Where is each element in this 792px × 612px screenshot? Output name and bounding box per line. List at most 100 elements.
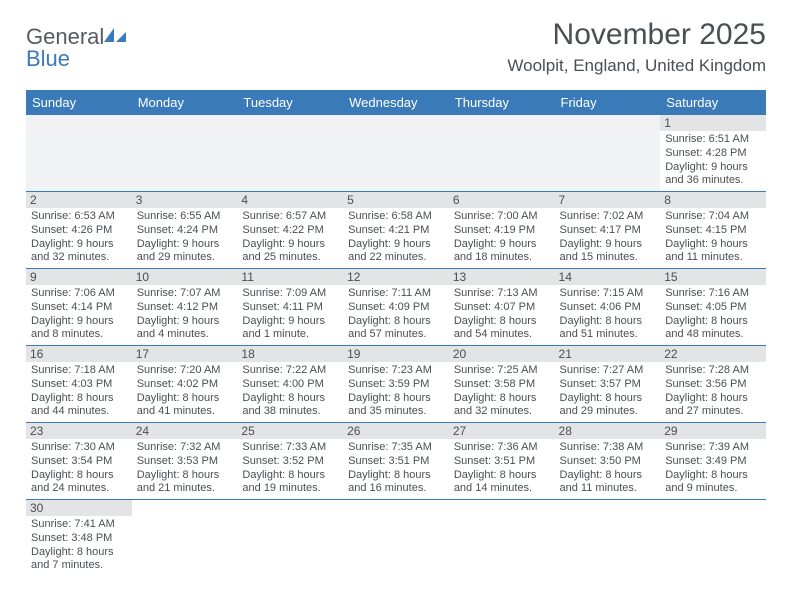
calendar-day: 8Sunrise: 7:04 AMSunset: 4:15 PMDaylight…: [660, 192, 766, 269]
logo-text: GeneralBlue: [26, 26, 128, 70]
location-text: Woolpit, England, United Kingdom: [507, 56, 766, 76]
day-number: 28: [555, 423, 661, 439]
calendar-day: 29 Sunrise: 7:39 AMSunset: 3:49 PMDayligh…: [660, 423, 766, 500]
calendar-empty: [660, 500, 766, 577]
calendar-head: SundayMondayTuesdayWednesdayThursdayFrid…: [26, 90, 766, 115]
calendar-day: 24 Sunrise: 7:32 AMSunset: 3:53 PMDayligh…: [132, 423, 238, 500]
calendar-day: 14 Sunrise: 7:15 AMSunset: 4:06 PMDayligh…: [555, 269, 661, 346]
calendar-day: 13 Sunrise: 7:13 AMSunset: 4:07 PMDayligh…: [449, 269, 555, 346]
day-info: Sunrise: 7:32 AMSunset: 3:53 PMDaylight:…: [137, 441, 233, 496]
calendar-empty: [26, 115, 132, 192]
calendar-day: 2Sunrise: 6:53 AMSunset: 4:26 PMDaylight…: [26, 192, 132, 269]
day-number: 14: [555, 269, 661, 285]
day-number: 13: [449, 269, 555, 285]
calendar-empty: [237, 500, 343, 577]
day-info: Sunrise: 7:04 AMSunset: 4:15 PMDaylight:…: [665, 210, 761, 265]
calendar-empty: [449, 500, 555, 577]
calendar-day: 5 Sunrise: 6:58 AMSunset: 4:21 PMDaylight…: [343, 192, 449, 269]
page-title: November 2025: [507, 18, 766, 52]
day-info: Sunrise: 7:15 AMSunset: 4:06 PMDaylight:…: [560, 287, 656, 342]
day-number: 1: [660, 115, 766, 131]
day-number: 4: [237, 192, 343, 208]
calendar-day: 10 Sunrise: 7:07 AMSunset: 4:12 PMDayligh…: [132, 269, 238, 346]
day-info: Sunrise: 7:27 AMSunset: 3:57 PMDaylight:…: [560, 364, 656, 419]
calendar-day: 20 Sunrise: 7:25 AMSunset: 3:58 PMDayligh…: [449, 346, 555, 423]
day-info: Sunrise: 7:18 AMSunset: 4:03 PMDaylight:…: [31, 364, 127, 419]
day-number: 18: [237, 346, 343, 362]
calendar-empty: [132, 115, 238, 192]
day-header: Monday: [132, 90, 238, 115]
title-block: November 2025 Woolpit, England, United K…: [507, 18, 766, 76]
calendar-week: 1 Sunrise: 6:51 AMSunset: 4:28 PMDaylight…: [26, 115, 766, 192]
day-info: Sunrise: 6:57 AMSunset: 4:22 PMDaylight:…: [242, 210, 338, 265]
day-info: Sunrise: 7:07 AMSunset: 4:12 PMDaylight:…: [137, 287, 233, 342]
day-info: Sunrise: 7:09 AMSunset: 4:11 PMDaylight:…: [242, 287, 338, 342]
day-number: 29: [660, 423, 766, 439]
calendar-day: 25Sunrise: 7:33 AMSunset: 3:52 PMDayligh…: [237, 423, 343, 500]
day-info: Sunrise: 6:51 AMSunset: 4:28 PMDaylight:…: [665, 133, 761, 188]
logo-word-2: Blue: [26, 46, 70, 71]
day-info: Sunrise: 6:58 AMSunset: 4:21 PMDaylight:…: [348, 210, 444, 265]
day-number: 24: [132, 423, 238, 439]
calendar-day: 17 Sunrise: 7:20 AMSunset: 4:02 PMDayligh…: [132, 346, 238, 423]
day-info: Sunrise: 7:41 AMSunset: 3:48 PMDaylight:…: [31, 518, 127, 573]
day-number: 25: [237, 423, 343, 439]
calendar-day: 7 Sunrise: 7:02 AMSunset: 4:17 PMDaylight…: [555, 192, 661, 269]
calendar-day: 12Sunrise: 7:11 AMSunset: 4:09 PMDayligh…: [343, 269, 449, 346]
day-number: 22: [660, 346, 766, 362]
day-info: Sunrise: 7:28 AMSunset: 3:56 PMDaylight:…: [665, 364, 761, 419]
calendar-empty: [449, 115, 555, 192]
day-info: Sunrise: 7:02 AMSunset: 4:17 PMDaylight:…: [560, 210, 656, 265]
day-header: Wednesday: [343, 90, 449, 115]
calendar-empty: [555, 115, 661, 192]
day-number: 10: [132, 269, 238, 285]
calendar-empty: [343, 500, 449, 577]
day-header-row: SundayMondayTuesdayWednesdayThursdayFrid…: [26, 90, 766, 115]
day-info: Sunrise: 7:36 AMSunset: 3:51 PMDaylight:…: [454, 441, 550, 496]
calendar-day: 28 Sunrise: 7:38 AMSunset: 3:50 PMDayligh…: [555, 423, 661, 500]
calendar-day: 15Sunrise: 7:16 AMSunset: 4:05 PMDayligh…: [660, 269, 766, 346]
day-info: Sunrise: 7:13 AMSunset: 4:07 PMDaylight:…: [454, 287, 550, 342]
day-number: 30: [26, 500, 132, 516]
day-info: Sunrise: 7:22 AMSunset: 4:00 PMDaylight:…: [242, 364, 338, 419]
calendar-week: 9Sunrise: 7:06 AMSunset: 4:14 PMDaylight…: [26, 269, 766, 346]
calendar-day: 11 Sunrise: 7:09 AMSunset: 4:11 PMDayligh…: [237, 269, 343, 346]
calendar-table: SundayMondayTuesdayWednesdayThursdayFrid…: [26, 90, 766, 576]
day-number: 12: [343, 269, 449, 285]
day-number: 7: [555, 192, 661, 208]
calendar-day: 21 Sunrise: 7:27 AMSunset: 3:57 PMDayligh…: [555, 346, 661, 423]
calendar-day: 22 Sunrise: 7:28 AMSunset: 3:56 PMDayligh…: [660, 346, 766, 423]
day-info: Sunrise: 7:00 AMSunset: 4:19 PMDaylight:…: [454, 210, 550, 265]
day-info: Sunrise: 7:20 AMSunset: 4:02 PMDaylight:…: [137, 364, 233, 419]
calendar-day: 9Sunrise: 7:06 AMSunset: 4:14 PMDaylight…: [26, 269, 132, 346]
day-number: 21: [555, 346, 661, 362]
day-info: Sunrise: 7:39 AMSunset: 3:49 PMDaylight:…: [665, 441, 761, 496]
calendar-week: 16Sunrise: 7:18 AMSunset: 4:03 PMDayligh…: [26, 346, 766, 423]
day-info: Sunrise: 7:06 AMSunset: 4:14 PMDaylight:…: [31, 287, 127, 342]
day-header: Friday: [555, 90, 661, 115]
calendar-day: 18 Sunrise: 7:22 AMSunset: 4:00 PMDayligh…: [237, 346, 343, 423]
day-info: Sunrise: 6:53 AMSunset: 4:26 PMDaylight:…: [31, 210, 127, 265]
day-info: Sunrise: 7:25 AMSunset: 3:58 PMDaylight:…: [454, 364, 550, 419]
day-info: Sunrise: 6:55 AMSunset: 4:24 PMDaylight:…: [137, 210, 233, 265]
calendar-day: 23Sunrise: 7:30 AMSunset: 3:54 PMDayligh…: [26, 423, 132, 500]
day-number: 5: [343, 192, 449, 208]
calendar-day: 6Sunrise: 7:00 AMSunset: 4:19 PMDaylight…: [449, 192, 555, 269]
calendar-day: 1 Sunrise: 6:51 AMSunset: 4:28 PMDaylight…: [660, 115, 766, 192]
day-header: Saturday: [660, 90, 766, 115]
day-number: 26: [343, 423, 449, 439]
calendar-week: 23Sunrise: 7:30 AMSunset: 3:54 PMDayligh…: [26, 423, 766, 500]
day-number: 3: [132, 192, 238, 208]
day-header: Thursday: [449, 90, 555, 115]
calendar-empty: [132, 500, 238, 577]
day-number: 11: [237, 269, 343, 285]
day-info: Sunrise: 7:38 AMSunset: 3:50 PMDaylight:…: [560, 441, 656, 496]
calendar-week: 30 Sunrise: 7:41 AMSunset: 3:48 PMDayligh…: [26, 500, 766, 577]
day-info: Sunrise: 7:16 AMSunset: 4:05 PMDaylight:…: [665, 287, 761, 342]
day-number: 17: [132, 346, 238, 362]
page-header: GeneralBlue November 2025 Woolpit, Engla…: [0, 0, 792, 82]
day-header: Sunday: [26, 90, 132, 115]
day-number: 20: [449, 346, 555, 362]
calendar-day: 26Sunrise: 7:35 AMSunset: 3:51 PMDayligh…: [343, 423, 449, 500]
calendar-body: 1 Sunrise: 6:51 AMSunset: 4:28 PMDaylight…: [26, 115, 766, 576]
